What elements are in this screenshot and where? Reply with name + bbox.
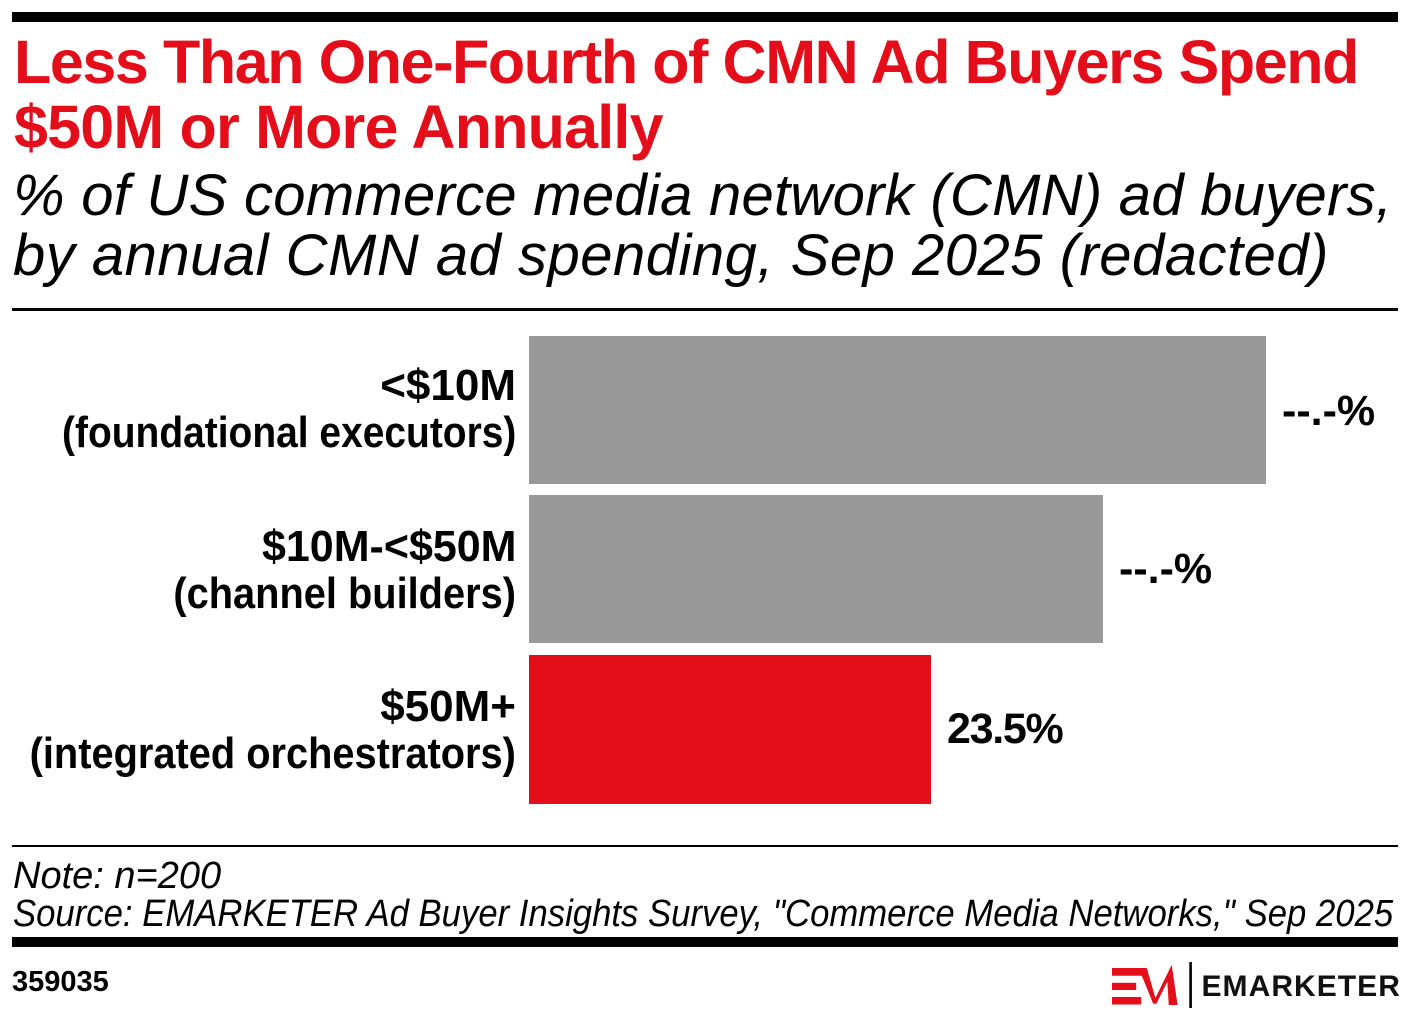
svg-text:EMARKETER: EMARKETER: [1202, 970, 1401, 1003]
